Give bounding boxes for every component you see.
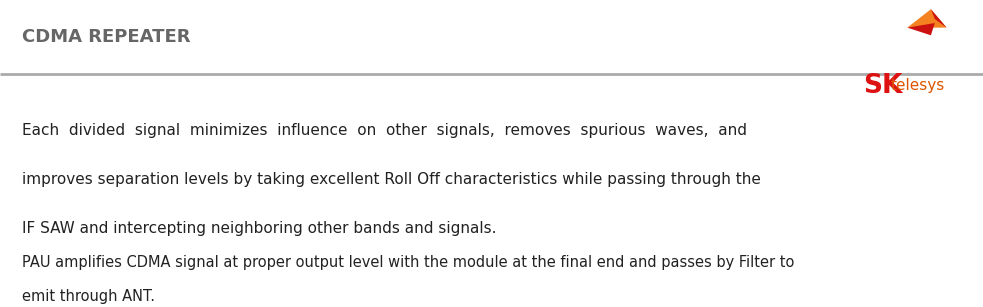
- Polygon shape: [907, 23, 935, 35]
- Text: IF SAW and intercepting neighboring other bands and signals.: IF SAW and intercepting neighboring othe…: [22, 221, 496, 236]
- Text: Each  divided  signal  minimizes  influence  on  other  signals,  removes  spuri: Each divided signal minimizes influence …: [22, 123, 747, 138]
- Polygon shape: [931, 9, 947, 28]
- Text: telesys: telesys: [891, 79, 945, 93]
- Text: improves separation levels by taking excellent Roll Off characteristics while pa: improves separation levels by taking exc…: [22, 172, 761, 187]
- Polygon shape: [907, 9, 947, 28]
- Text: PAU amplifies CDMA signal at proper output level with the module at the final en: PAU amplifies CDMA signal at proper outp…: [22, 255, 794, 270]
- Text: emit through ANT.: emit through ANT.: [22, 289, 154, 304]
- Text: SK: SK: [863, 73, 902, 99]
- Text: CDMA REPEATER: CDMA REPEATER: [22, 28, 190, 46]
